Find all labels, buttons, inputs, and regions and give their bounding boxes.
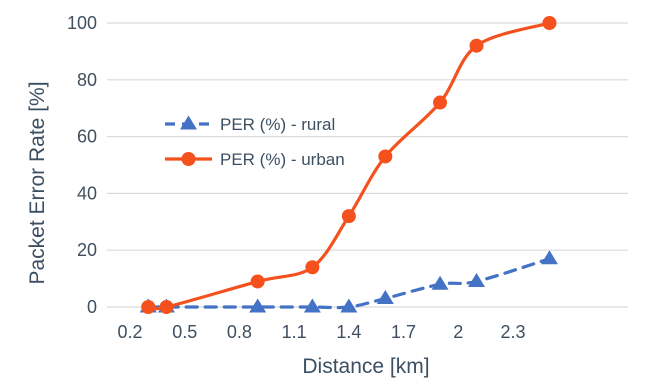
x-tick-label: 1.4 — [336, 322, 361, 342]
series-rural — [139, 250, 558, 313]
x-tick-label: 1.1 — [282, 322, 307, 342]
x-tick-labels: 0.2 0.5 0.8 1.1 1.4 1.7 2 2.3 — [117, 322, 525, 342]
x-tick-label: 0.8 — [227, 322, 252, 342]
series — [139, 16, 558, 314]
data-point — [542, 16, 557, 30]
legend-label: PER (%) - rural — [220, 115, 335, 134]
x-tick-label: 1.7 — [391, 322, 416, 342]
y-axis-title: Packet Error Rate [%] — [26, 81, 49, 284]
data-point — [431, 275, 449, 290]
y-tick-label: 100 — [67, 13, 97, 33]
series-urban — [141, 16, 557, 314]
y-tick-label: 60 — [77, 127, 97, 147]
legend-label: PER (%) - urban — [220, 150, 345, 169]
x-axis-title: Distance [km] — [302, 355, 429, 378]
x-tick-label: 0.2 — [117, 322, 142, 342]
legend-item: PER (%) - urban — [165, 150, 345, 169]
data-point — [540, 250, 558, 265]
legend: PER (%) - rural PER (%) - urban — [165, 115, 345, 169]
data-point — [249, 298, 267, 313]
data-point — [469, 38, 484, 53]
legend-marker — [181, 152, 196, 166]
x-tick-label: 2.3 — [500, 322, 525, 342]
data-point — [305, 260, 320, 275]
data-point — [250, 274, 265, 289]
y-tick-label: 40 — [77, 183, 97, 203]
x-tick-label: 2 — [453, 322, 463, 342]
data-point — [433, 95, 448, 110]
data-point — [159, 300, 174, 314]
y-tick-label: 0 — [87, 297, 97, 317]
data-point — [468, 272, 486, 287]
gridlines — [107, 22, 628, 251]
data-point — [303, 298, 321, 313]
data-point — [376, 289, 394, 305]
data-point — [340, 298, 358, 313]
data-point — [141, 300, 156, 314]
legend-marker — [180, 115, 197, 130]
y-tick-labels: 0 20 40 60 80 100 — [67, 13, 97, 317]
legend-item: PER (%) - rural — [165, 115, 335, 134]
series-line — [146, 21, 552, 311]
data-point — [378, 149, 393, 164]
y-tick-label: 20 — [77, 240, 97, 260]
y-tick-label: 80 — [77, 70, 97, 90]
data-point — [341, 209, 356, 224]
x-tick-label: 0.5 — [172, 322, 197, 342]
